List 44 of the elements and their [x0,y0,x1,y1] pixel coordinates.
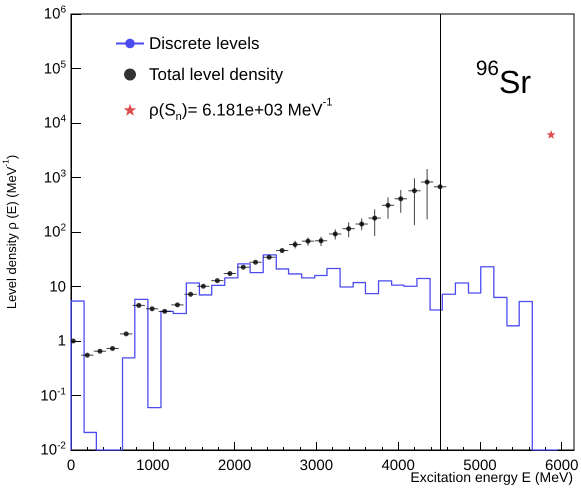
x-tick-label: 0 [66,457,76,474]
point [174,302,180,308]
point [306,238,311,244]
point [162,308,168,314]
x-tick-label: 1000 [136,457,170,474]
y-tick-label: 10$^{3}$ [44,168,66,186]
y-tick-label: 10$^{-1}$ [40,386,66,404]
point [136,302,142,308]
point [318,238,324,244]
legend-label: Discrete levels [149,34,260,53]
point [97,348,102,354]
point [266,254,272,260]
y-axis-title: Level density ρ (E) (MeV-1) [0,154,19,310]
x-tick-label: 2000 [218,457,252,474]
point [240,264,246,270]
point [84,352,90,358]
point [372,216,378,221]
point [70,338,76,344]
point [546,130,556,139]
point [214,278,220,284]
point [332,231,338,236]
x-tick-label: 3000 [300,457,334,474]
point [386,202,391,208]
y-tick-label: 10$^{5}$ [44,59,66,77]
point [150,306,155,312]
y-tick-label: 10$^{6}$ [44,4,66,22]
point [412,188,417,194]
point [280,248,285,254]
y-tick-label: 10$^{2}$ [44,222,66,240]
point [424,180,430,185]
point [398,196,404,202]
point [359,222,364,227]
point [124,331,129,336]
y-tick-label: 10 [49,278,66,295]
y-tick-label: 10$^{-2}$ [40,440,66,458]
point [110,346,116,351]
y-tick-label: 10$^{4}$ [44,114,66,132]
point [200,284,206,289]
legend-label: Total level density [149,65,284,84]
point [346,226,352,232]
point [188,292,194,297]
point [253,260,258,265]
point [227,271,232,276]
y-tick-label: 1 [58,332,66,350]
